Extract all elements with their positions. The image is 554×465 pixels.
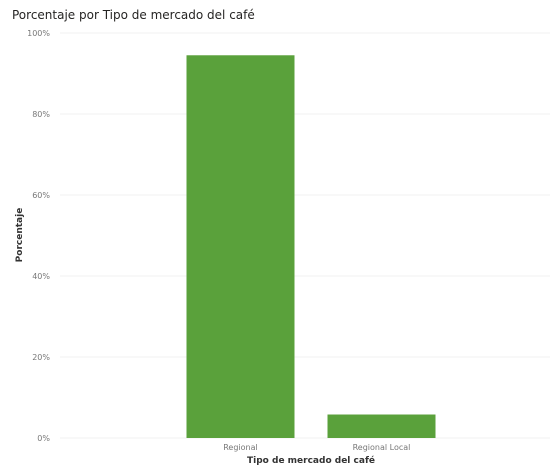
x-tick-label: Regional [223, 443, 258, 452]
x-axis-title: Tipo de mercado del café [247, 455, 375, 465]
y-axis-ticks: 0% 20% 40% 60% 80% 100% [27, 29, 50, 443]
y-tick-label: 60% [32, 191, 50, 200]
y-axis-title: Porcentaje [15, 208, 25, 263]
x-axis-ticks: Regional Regional Local [223, 443, 410, 452]
bars [186, 55, 436, 439]
y-tick-label: 40% [32, 272, 50, 281]
gridlines [60, 32, 550, 439]
bar-regional-local[interactable] [327, 414, 436, 438]
chart-title: Porcentaje por Tipo de mercado del café [12, 8, 255, 22]
x-tick-label: Regional Local [353, 443, 411, 452]
y-tick-label: 20% [32, 353, 50, 362]
bar-regional[interactable] [186, 55, 295, 439]
y-tick-label: 0% [37, 434, 50, 443]
y-tick-label: 100% [27, 29, 50, 38]
y-tick-label: 80% [32, 110, 50, 119]
